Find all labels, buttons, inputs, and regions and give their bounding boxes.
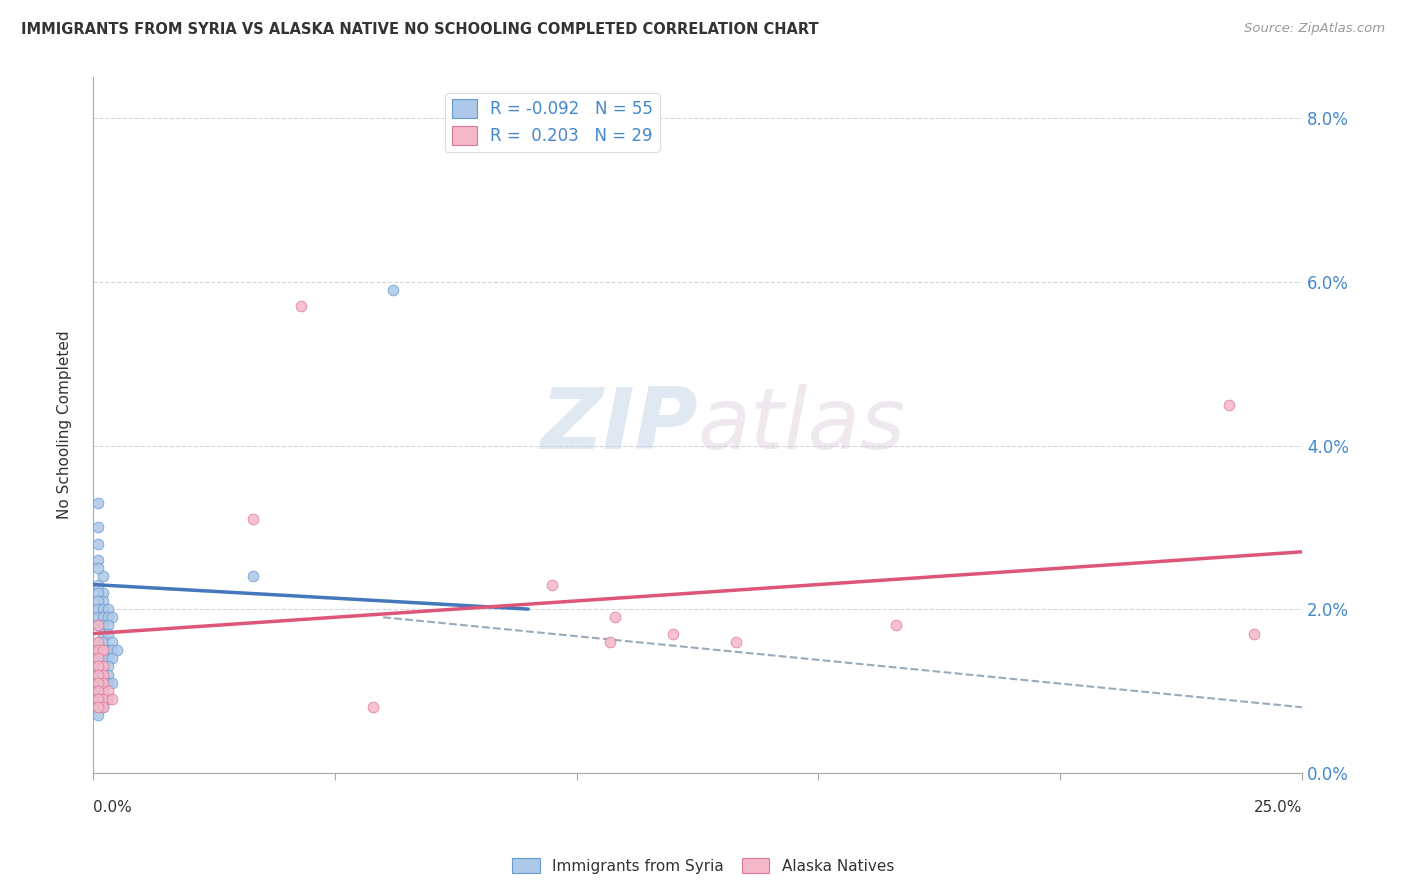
- Point: [91, 700, 114, 714]
- Point: [87, 496, 110, 510]
- Point: [87, 692, 110, 706]
- Point: [1243, 626, 1265, 640]
- Point: [91, 667, 114, 681]
- Text: IMMIGRANTS FROM SYRIA VS ALASKA NATIVE NO SCHOOLING COMPLETED CORRELATION CHART: IMMIGRANTS FROM SYRIA VS ALASKA NATIVE N…: [21, 22, 818, 37]
- Point: [91, 651, 114, 665]
- Point: [96, 602, 118, 616]
- Point: [87, 610, 110, 624]
- Point: [91, 700, 114, 714]
- Point: [101, 635, 124, 649]
- Point: [87, 594, 110, 608]
- Point: [87, 667, 110, 681]
- Point: [101, 692, 124, 706]
- Point: [605, 610, 627, 624]
- Point: [87, 651, 110, 665]
- Text: 0.0%: 0.0%: [93, 799, 132, 814]
- Y-axis label: No Schooling Completed: No Schooling Completed: [58, 331, 72, 519]
- Point: [884, 618, 907, 632]
- Point: [87, 684, 110, 698]
- Point: [87, 675, 110, 690]
- Point: [87, 618, 110, 632]
- Point: [87, 635, 110, 649]
- Point: [101, 610, 124, 624]
- Point: [87, 536, 110, 550]
- Point: [87, 585, 110, 599]
- Point: [96, 618, 118, 632]
- Text: Source: ZipAtlas.com: Source: ZipAtlas.com: [1244, 22, 1385, 36]
- Point: [87, 577, 110, 591]
- Point: [96, 684, 118, 698]
- Point: [87, 643, 110, 657]
- Point: [91, 659, 114, 673]
- Point: [91, 667, 114, 681]
- Point: [96, 610, 118, 624]
- Legend: Immigrants from Syria, Alaska Natives: Immigrants from Syria, Alaska Natives: [506, 852, 900, 880]
- Point: [725, 635, 748, 649]
- Point: [91, 626, 114, 640]
- Point: [91, 692, 114, 706]
- Point: [91, 675, 114, 690]
- Point: [87, 675, 110, 690]
- Point: [87, 618, 110, 632]
- Legend: R = -0.092   N = 55, R =  0.203   N = 29: R = -0.092 N = 55, R = 0.203 N = 29: [446, 93, 659, 152]
- Point: [87, 643, 110, 657]
- Text: ZIP: ZIP: [540, 384, 697, 467]
- Point: [96, 626, 118, 640]
- Point: [87, 684, 110, 698]
- Point: [91, 585, 114, 599]
- Point: [96, 675, 118, 690]
- Point: [91, 643, 114, 657]
- Point: [363, 700, 385, 714]
- Point: [101, 643, 124, 657]
- Point: [91, 643, 114, 657]
- Point: [91, 659, 114, 673]
- Point: [91, 569, 114, 583]
- Point: [101, 675, 124, 690]
- Point: [87, 520, 110, 534]
- Point: [87, 553, 110, 567]
- Point: [91, 635, 114, 649]
- Point: [105, 643, 128, 657]
- Point: [541, 577, 564, 591]
- Point: [87, 692, 110, 706]
- Point: [96, 667, 118, 681]
- Point: [91, 692, 114, 706]
- Point: [91, 675, 114, 690]
- Point: [242, 569, 264, 583]
- Point: [91, 684, 114, 698]
- Point: [96, 643, 118, 657]
- Point: [87, 602, 110, 616]
- Point: [87, 659, 110, 673]
- Point: [87, 635, 110, 649]
- Point: [91, 610, 114, 624]
- Point: [381, 283, 404, 297]
- Point: [101, 651, 124, 665]
- Text: atlas: atlas: [697, 384, 905, 467]
- Point: [87, 659, 110, 673]
- Point: [96, 651, 118, 665]
- Point: [91, 602, 114, 616]
- Point: [96, 692, 118, 706]
- Point: [91, 594, 114, 608]
- Point: [87, 700, 110, 714]
- Text: 25.0%: 25.0%: [1254, 799, 1302, 814]
- Point: [1218, 398, 1240, 412]
- Point: [242, 512, 264, 526]
- Point: [599, 635, 621, 649]
- Point: [662, 626, 685, 640]
- Point: [87, 700, 110, 714]
- Point: [91, 618, 114, 632]
- Point: [290, 300, 312, 314]
- Point: [96, 659, 118, 673]
- Point: [87, 651, 110, 665]
- Point: [87, 708, 110, 723]
- Point: [87, 561, 110, 575]
- Point: [87, 667, 110, 681]
